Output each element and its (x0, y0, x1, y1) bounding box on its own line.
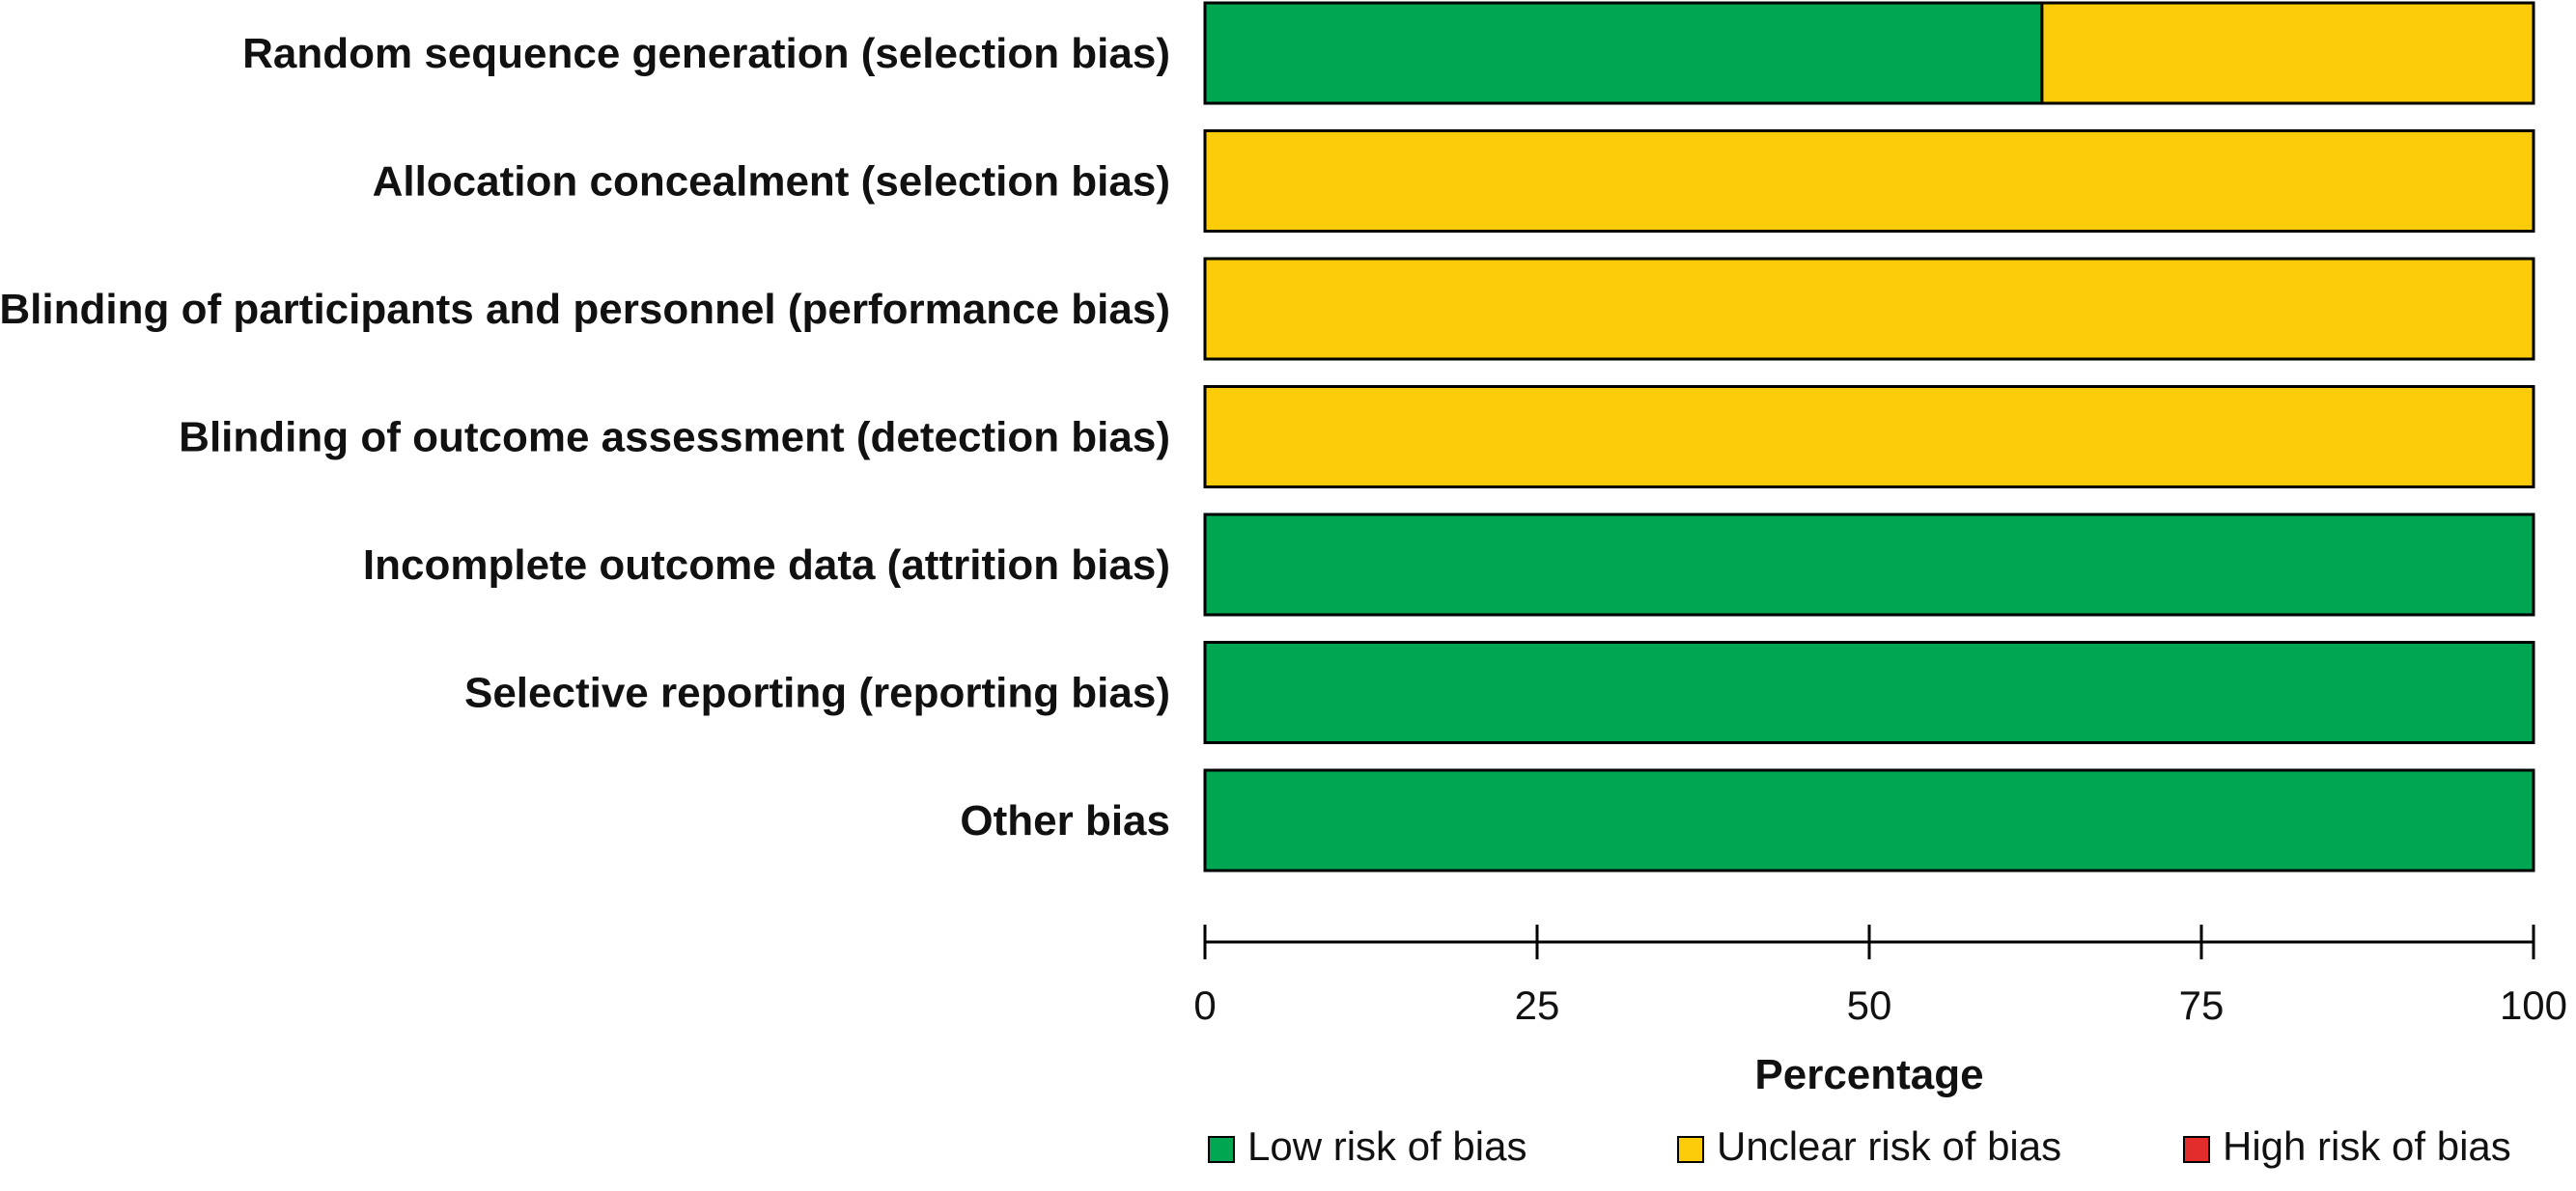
bar-segment-5-1 (1203, 512, 2535, 617)
bar-segment-3-2 (1203, 257, 2535, 361)
legend-label-2: Unclear risk of bias (1717, 1123, 2061, 1169)
category-label-2: Allocation concealment (selection bias) (373, 158, 1170, 206)
legend-label-1: Low risk of bias (1247, 1123, 1526, 1169)
category-label-4: Blinding of outcome assessment (detectio… (179, 414, 1170, 461)
legend-swatch-2 (1677, 1136, 1704, 1163)
category-label-3: Blinding of participants and personnel (… (0, 286, 1170, 333)
legend-swatch-1 (1208, 1136, 1235, 1163)
category-label-1: Random sequence generation (selection bi… (242, 30, 1170, 77)
bar-segment-1-2 (2040, 1, 2535, 105)
legend-label-3: High risk of bias (2223, 1123, 2511, 1169)
category-label-6: Selective reporting (reporting bias) (464, 670, 1170, 717)
x-tick-label-4: 75 (2179, 983, 2225, 1028)
x-tick-label-5: 100 (2500, 983, 2567, 1028)
bar-segment-2-2 (1203, 129, 2535, 233)
bar-segment-4-2 (1203, 385, 2535, 488)
bar-segment-7-1 (1203, 768, 2535, 872)
category-label-5: Incomplete outcome data (attrition bias) (363, 541, 1170, 589)
x-tick-label-3: 50 (1847, 983, 1892, 1028)
bar-segment-1-1 (1203, 1, 2044, 105)
x-axis-title: Percentage (1754, 1051, 1983, 1098)
x-tick-label-2: 25 (1515, 983, 1560, 1028)
x-tick-label-1: 0 (1193, 983, 1216, 1028)
legend-swatch-3 (2183, 1136, 2210, 1163)
category-label-7: Other bias (960, 797, 1170, 845)
bar-segment-6-1 (1203, 641, 2535, 744)
